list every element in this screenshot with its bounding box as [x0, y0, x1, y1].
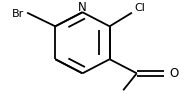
Text: Br: Br	[12, 9, 25, 19]
Text: O: O	[169, 67, 178, 80]
Text: N: N	[78, 1, 87, 14]
Text: Cl: Cl	[134, 3, 145, 13]
